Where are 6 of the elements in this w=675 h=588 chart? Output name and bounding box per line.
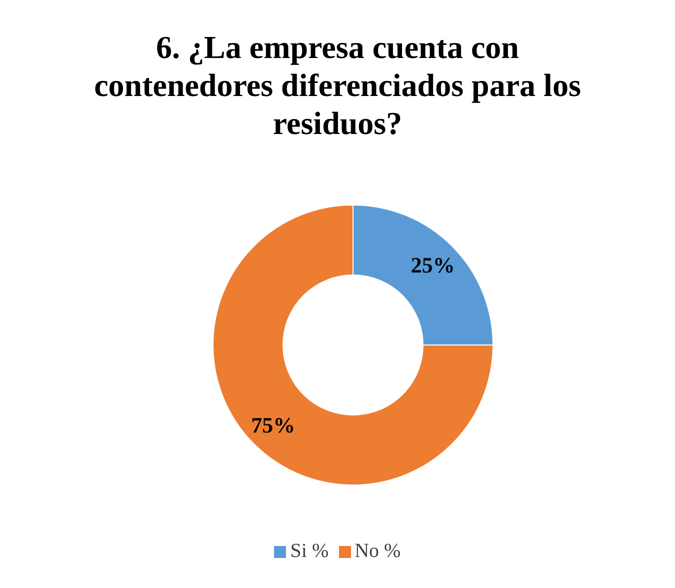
data-label: 25% xyxy=(410,252,455,278)
data-label: 75% xyxy=(251,412,296,438)
donut-slice xyxy=(212,204,494,486)
chart-title: 6. ¿La empresa cuenta con contenedores diferenciados para los residuos? xyxy=(93,28,582,142)
legend-label: No % xyxy=(354,540,401,563)
legend-label: Si % xyxy=(289,540,329,563)
